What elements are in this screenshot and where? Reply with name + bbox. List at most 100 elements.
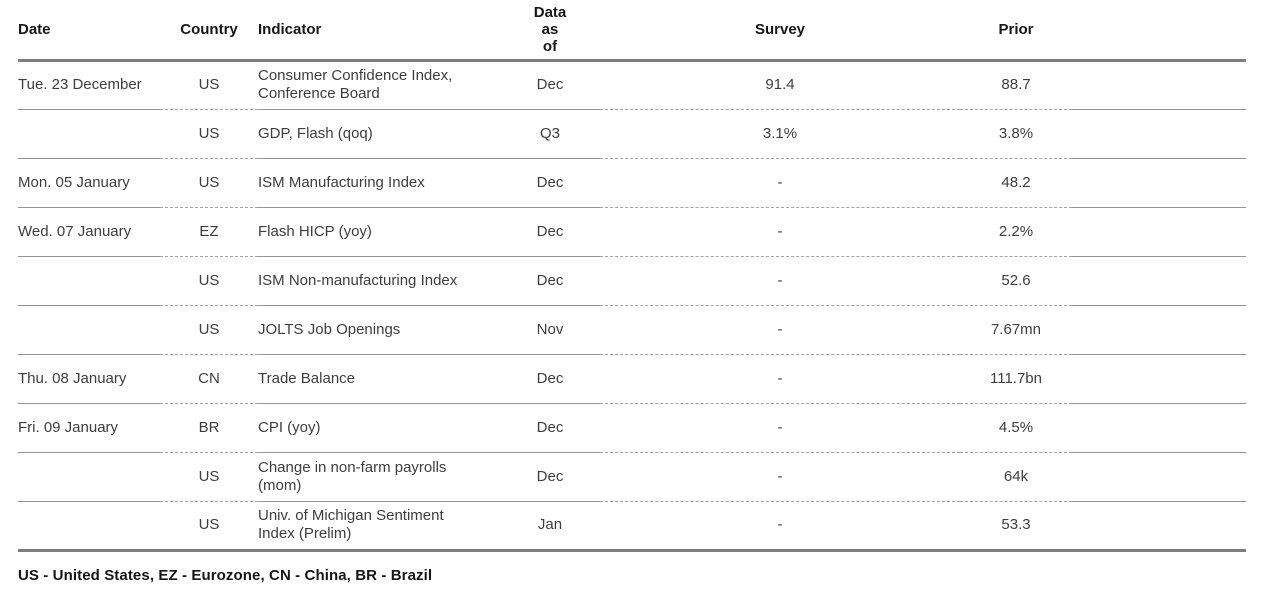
indicator-text: JOLTS Job Openings: [258, 320, 401, 338]
table-body: Tue. 23 December US Consumer Confidence …: [18, 60, 1246, 552]
cell-prior: 48.2: [960, 158, 1072, 208]
cell-survey: 3.1%: [600, 109, 960, 159]
cell-data-as-of: Dec: [500, 158, 600, 208]
cell-country: EZ: [160, 207, 258, 257]
cell-date: Wed. 07 January: [18, 207, 160, 257]
cell-spacer: [1072, 452, 1246, 502]
cell-survey: -: [600, 403, 960, 453]
indicator-text: Change in non-farm payrolls (mom): [258, 458, 447, 494]
table-row: Tue. 23 December US Consumer Confidence …: [18, 60, 1246, 110]
cell-indicator: GDP, Flash (qoq): [258, 109, 500, 159]
col-header-date: Date: [18, 0, 160, 62]
cell-date: [18, 109, 160, 159]
cell-prior: 64k: [960, 452, 1072, 502]
cell-country: US: [160, 501, 258, 552]
col-header-indicator: Indicator: [258, 0, 500, 62]
table-row: Mon. 05 January US ISM Manufacturing Ind…: [18, 158, 1246, 208]
col-header-country: Country: [160, 0, 258, 62]
cell-country: US: [160, 305, 258, 355]
economic-calendar-page: Date Country Indicator Data as of Survey…: [18, 0, 1246, 584]
cell-prior: 53.3: [960, 501, 1072, 552]
cell-data-as-of: Dec: [500, 207, 600, 257]
cell-spacer: [1072, 109, 1246, 159]
cell-country: US: [160, 158, 258, 208]
col-header-data-as-of-line1: Data: [533, 3, 567, 21]
cell-data-as-of: Dec: [500, 354, 600, 404]
cell-survey: -: [600, 207, 960, 257]
cell-survey: -: [600, 256, 960, 306]
cell-date: Mon. 05 January: [18, 158, 160, 208]
cell-prior: 111.7bn: [960, 354, 1072, 404]
table-row: US Univ. of Michigan Sentiment Index (Pr…: [18, 501, 1246, 552]
table-header: Date Country Indicator Data as of Survey…: [18, 0, 1246, 62]
cell-indicator: Univ. of Michigan Sentiment Index (Preli…: [258, 501, 500, 552]
cell-country: US: [160, 452, 258, 502]
cell-data-as-of: Nov: [500, 305, 600, 355]
cell-prior: 52.6: [960, 256, 1072, 306]
cell-spacer: [1072, 305, 1246, 355]
indicator-text: CPI (yoy): [258, 418, 321, 436]
cell-data-as-of: Dec: [500, 256, 600, 306]
cell-indicator: CPI (yoy): [258, 403, 500, 453]
cell-data-as-of: Q3: [500, 109, 600, 159]
cell-date: [18, 501, 160, 552]
indicator-text: GDP, Flash (qoq): [258, 124, 373, 142]
cell-date: Thu. 08 January: [18, 354, 160, 404]
cell-date: Tue. 23 December: [18, 60, 160, 110]
cell-indicator: Change in non-farm payrolls (mom): [258, 452, 500, 502]
cell-country: US: [160, 256, 258, 306]
col-header-data-as-of-line3: of: [542, 37, 558, 55]
cell-prior: 88.7: [960, 60, 1072, 110]
cell-survey: -: [600, 501, 960, 552]
cell-survey: 91.4: [600, 60, 960, 110]
col-header-prior: Prior: [960, 0, 1072, 62]
cell-country: CN: [160, 354, 258, 404]
cell-spacer: [1072, 158, 1246, 208]
col-header-survey: Survey: [600, 0, 960, 62]
cell-prior: 3.8%: [960, 109, 1072, 159]
economic-calendar-table: Date Country Indicator Data as of Survey…: [18, 0, 1246, 552]
cell-date: Fri. 09 January: [18, 403, 160, 453]
cell-survey: -: [600, 354, 960, 404]
table-row: Wed. 07 January EZ Flash HICP (yoy) Dec …: [18, 207, 1246, 257]
cell-survey: -: [600, 158, 960, 208]
cell-indicator: Consumer Confidence Index, Conference Bo…: [258, 60, 500, 110]
cell-spacer: [1072, 60, 1246, 110]
cell-spacer: [1072, 403, 1246, 453]
cell-indicator: ISM Non-manufacturing Index: [258, 256, 500, 306]
table-row: Fri. 09 January BR CPI (yoy) Dec - 4.5%: [18, 403, 1246, 453]
indicator-text: Univ. of Michigan Sentiment Index (Preli…: [258, 507, 444, 542]
cell-survey: -: [600, 305, 960, 355]
cell-date: [18, 305, 160, 355]
table-row: Thu. 08 January CN Trade Balance Dec - 1…: [18, 354, 1246, 404]
cell-country: US: [160, 60, 258, 110]
cell-prior: 4.5%: [960, 403, 1072, 453]
col-header-spacer: [1072, 0, 1246, 62]
cell-prior: 2.2%: [960, 207, 1072, 257]
cell-spacer: [1072, 501, 1246, 552]
cell-prior: 7.67mn: [960, 305, 1072, 355]
indicator-text: Trade Balance: [258, 369, 356, 387]
table-row: US Change in non-farm payrolls (mom) Dec…: [18, 452, 1246, 502]
col-header-data-as-of-line2: as: [541, 20, 559, 38]
cell-survey: -: [600, 452, 960, 502]
indicator-text: ISM Non-manufacturing Index: [258, 271, 458, 289]
cell-data-as-of: Dec: [500, 403, 600, 453]
cell-indicator: Trade Balance: [258, 354, 500, 404]
col-header-data-as-of: Data as of: [500, 0, 600, 62]
table-row: US GDP, Flash (qoq) Q3 3.1% 3.8%: [18, 109, 1246, 159]
cell-data-as-of: Jan: [500, 501, 600, 552]
cell-spacer: [1072, 207, 1246, 257]
cell-date: [18, 256, 160, 306]
indicator-text: Consumer Confidence Index, Conference Bo…: [258, 67, 453, 102]
cell-data-as-of: Dec: [500, 60, 600, 110]
table-row: US ISM Non-manufacturing Index Dec - 52.…: [18, 256, 1246, 306]
cell-indicator: Flash HICP (yoy): [258, 207, 500, 257]
cell-country: US: [160, 109, 258, 159]
cell-indicator: JOLTS Job Openings: [258, 305, 500, 355]
country-legend: US - United States, EZ - Eurozone, CN - …: [18, 566, 433, 584]
cell-spacer: [1072, 256, 1246, 306]
indicator-text: Flash HICP (yoy): [258, 222, 372, 240]
cell-indicator: ISM Manufacturing Index: [258, 158, 500, 208]
cell-spacer: [1072, 354, 1246, 404]
